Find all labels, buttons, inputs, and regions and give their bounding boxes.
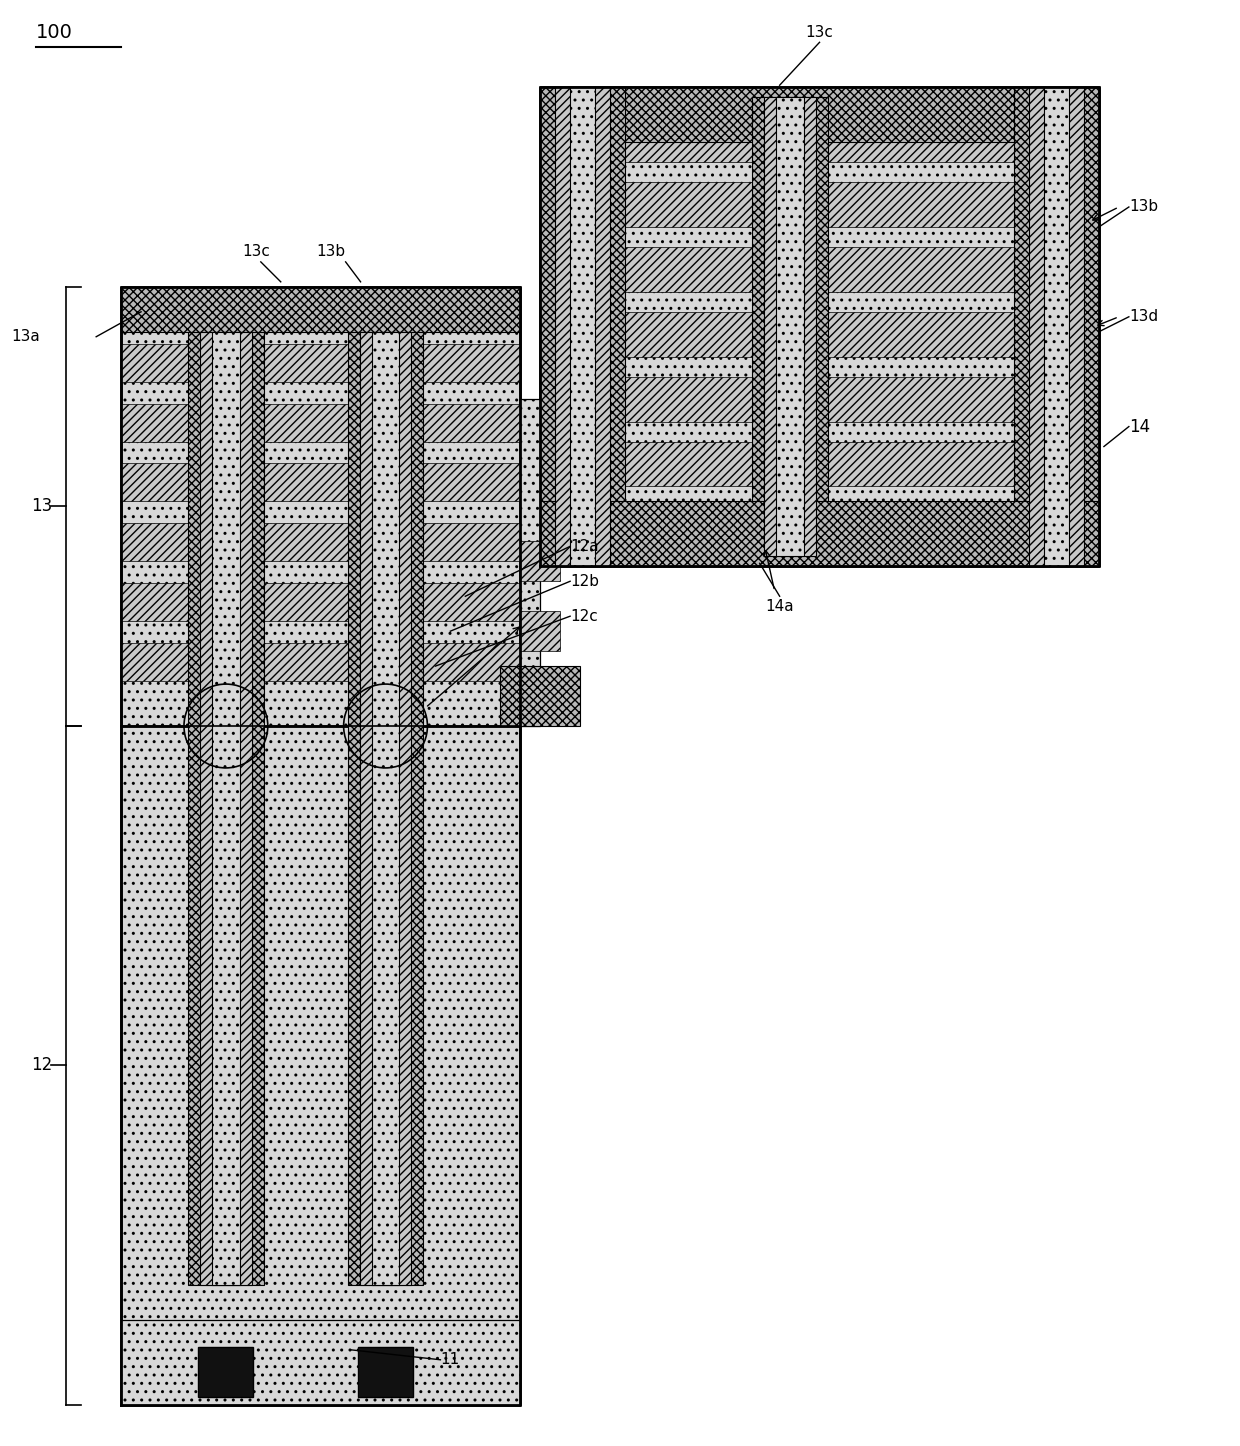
Bar [751,97,827,557]
Text: 12: 12 [31,1057,52,1074]
Bar [521,541,560,581]
Text: 13a: 13a [11,330,40,344]
Bar [541,87,1099,567]
Bar [541,117,1099,162]
Bar [122,286,521,331]
Bar [122,583,521,622]
Bar [188,331,264,1285]
Bar [198,1346,253,1397]
Bar [122,726,521,1404]
Bar [122,523,521,561]
Text: 13c: 13c [242,244,270,259]
Bar [541,87,1099,142]
Bar [1014,87,1099,567]
Bar [122,286,521,726]
Text: 13b: 13b [1128,200,1158,214]
Bar [541,312,1099,357]
Bar [122,403,521,441]
Bar [541,376,1099,422]
Bar [122,344,521,382]
Text: 100: 100 [36,23,73,42]
Bar [541,441,1099,486]
Bar [556,87,610,567]
Text: 14: 14 [1128,418,1149,435]
Bar [764,97,816,557]
Bar [372,331,399,1285]
Text: 13: 13 [31,497,52,515]
Bar [521,681,560,722]
Bar [776,97,804,557]
Bar [541,247,1099,292]
Bar [347,331,423,1285]
Bar [541,502,1099,567]
Bar [200,331,252,1285]
Text: 13c: 13c [806,25,833,40]
Bar [541,506,1099,551]
Bar [541,182,1099,227]
Bar [212,331,239,1285]
Text: 14a: 14a [765,599,794,613]
Text: 12b: 12b [570,574,599,589]
Bar [122,643,521,681]
Bar [1044,87,1069,567]
Text: 13d: 13d [1128,309,1158,324]
Bar [500,667,580,726]
Bar [570,87,595,567]
Bar [122,1320,521,1404]
Bar [358,1346,413,1397]
Bar [541,87,625,567]
Bar [1029,87,1084,567]
Bar [521,612,560,651]
Text: 12a: 12a [570,539,599,554]
Bar [521,399,541,726]
Text: 12c: 12c [570,609,598,623]
Bar [122,464,521,502]
Text: 11: 11 [440,1352,460,1368]
Text: 13b: 13b [316,244,345,259]
Bar [360,331,412,1285]
